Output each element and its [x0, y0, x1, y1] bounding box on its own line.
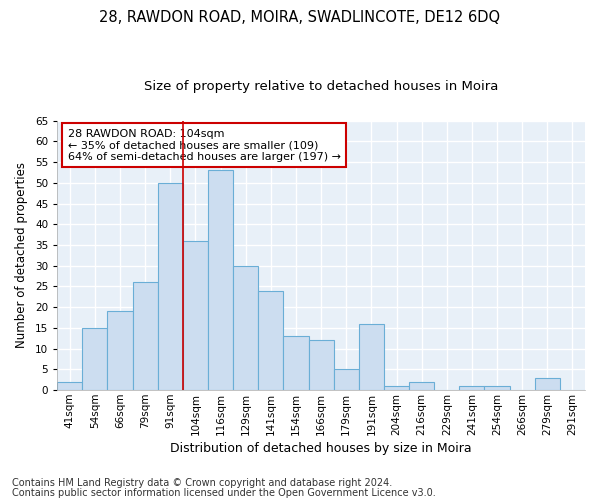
Text: 28 RAWDON ROAD: 104sqm
← 35% of detached houses are smaller (109)
64% of semi-de: 28 RAWDON ROAD: 104sqm ← 35% of detached… — [68, 128, 341, 162]
Bar — [535, 378, 560, 390]
Bar — [183, 241, 208, 390]
Title: Size of property relative to detached houses in Moira: Size of property relative to detached ho… — [144, 80, 498, 93]
Bar — [158, 183, 183, 390]
Bar — [384, 386, 409, 390]
Bar — [57, 382, 82, 390]
Bar — [258, 290, 283, 390]
Bar — [359, 324, 384, 390]
Bar — [409, 382, 434, 390]
Text: Contains public sector information licensed under the Open Government Licence v3: Contains public sector information licen… — [12, 488, 436, 498]
Bar — [484, 386, 509, 390]
Bar — [460, 386, 484, 390]
Bar — [107, 312, 133, 390]
Bar — [233, 266, 258, 390]
Y-axis label: Number of detached properties: Number of detached properties — [15, 162, 28, 348]
Bar — [133, 282, 158, 390]
Bar — [208, 170, 233, 390]
X-axis label: Distribution of detached houses by size in Moira: Distribution of detached houses by size … — [170, 442, 472, 455]
Text: 28, RAWDON ROAD, MOIRA, SWADLINCOTE, DE12 6DQ: 28, RAWDON ROAD, MOIRA, SWADLINCOTE, DE1… — [100, 10, 500, 25]
Bar — [283, 336, 308, 390]
Bar — [82, 328, 107, 390]
Text: Contains HM Land Registry data © Crown copyright and database right 2024.: Contains HM Land Registry data © Crown c… — [12, 478, 392, 488]
Bar — [308, 340, 334, 390]
Bar — [334, 370, 359, 390]
